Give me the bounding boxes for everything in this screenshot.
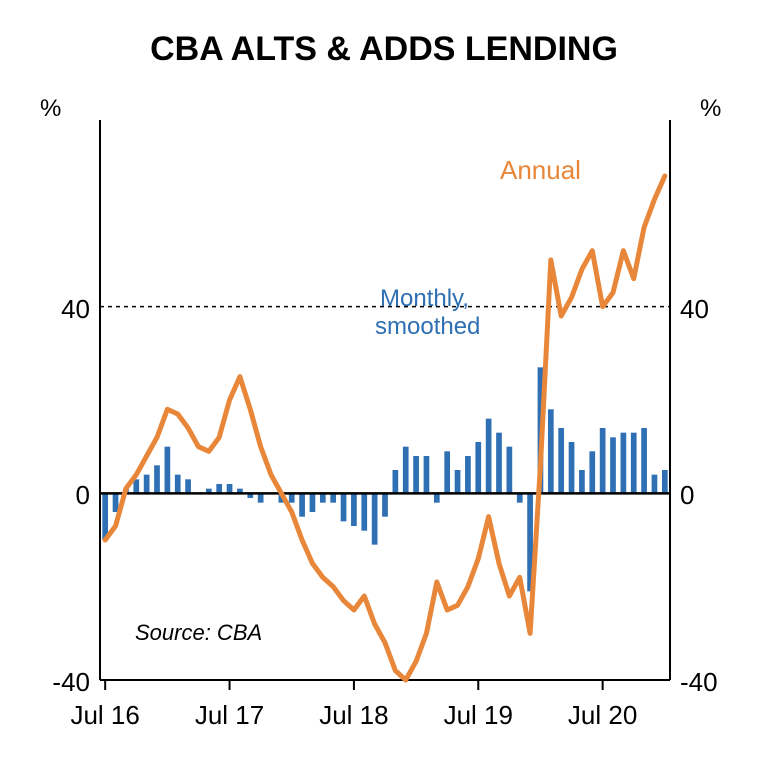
- chart-plot: [0, 0, 768, 768]
- chart-root: CBA ALTS & ADDS LENDING % % -40 0 40 -40…: [0, 0, 768, 768]
